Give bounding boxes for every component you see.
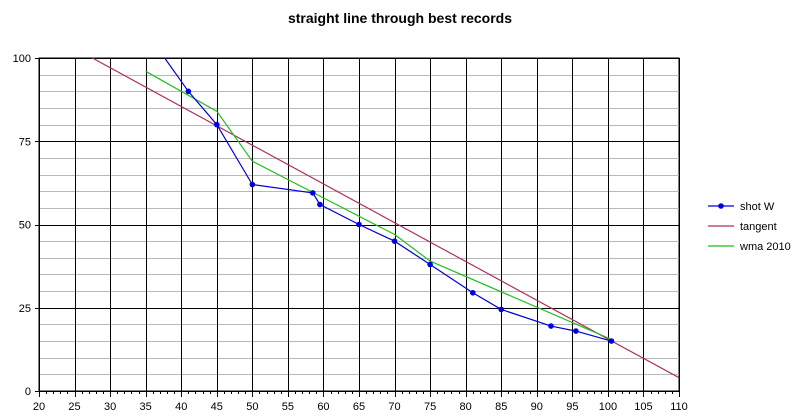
x-tick-label: 100 bbox=[599, 401, 617, 413]
x-tick-label: 25 bbox=[68, 401, 80, 413]
y-tick-label: 75 bbox=[19, 136, 31, 148]
data-point-shot-w bbox=[317, 201, 323, 208]
data-point-shot-w bbox=[213, 121, 220, 128]
x-tick-label: 50 bbox=[246, 401, 258, 413]
y-axis: 0 25 50 75 100 bbox=[13, 53, 39, 398]
series-line-shot-w bbox=[163, 58, 612, 342]
series-line-tangent bbox=[92, 58, 679, 379]
x-tick-label: 80 bbox=[460, 401, 472, 413]
x-tick-label: 65 bbox=[353, 401, 365, 413]
x-tick-label: 105 bbox=[634, 401, 652, 413]
x-tick-label: 95 bbox=[566, 401, 578, 413]
data-point-shot-w bbox=[608, 338, 615, 344]
data-point-shot-w bbox=[469, 289, 476, 296]
y-tick-label: 50 bbox=[19, 220, 31, 232]
y-tick-label: 100 bbox=[13, 53, 31, 65]
x-tick-label: 60 bbox=[317, 401, 329, 413]
data-point-shot-w bbox=[185, 88, 192, 95]
x-tick-label: 70 bbox=[388, 401, 400, 413]
x-tick-label: 35 bbox=[140, 401, 152, 413]
x-tick-label: 75 bbox=[424, 401, 436, 413]
legend: shot W tangent wma 2010 bbox=[708, 201, 791, 253]
x-tick-label: 110 bbox=[670, 401, 688, 413]
legend-label-shot-w: shot W bbox=[740, 201, 775, 213]
data-point-shot-w bbox=[573, 328, 579, 334]
data-point-shot-w bbox=[548, 323, 554, 329]
legend-label-tangent: tangent bbox=[740, 221, 777, 233]
series-layer bbox=[92, 39, 679, 379]
legend-marker-shot-w bbox=[718, 203, 724, 209]
series-line-wma-2010 bbox=[145, 70, 612, 340]
chart-title: straight line through best records bbox=[288, 10, 512, 26]
x-tick-label: 85 bbox=[495, 401, 507, 413]
data-point-shot-w bbox=[150, 39, 156, 45]
x-tick-label: 30 bbox=[104, 401, 116, 413]
y-tick-label: 25 bbox=[19, 303, 31, 315]
data-point-shot-w bbox=[391, 238, 398, 244]
data-point-shot-w bbox=[498, 306, 505, 313]
data-point-shot-w bbox=[309, 190, 316, 196]
data-point-shot-w bbox=[427, 261, 433, 268]
x-tick-label: 90 bbox=[531, 401, 543, 413]
x-tick-label: 40 bbox=[175, 401, 187, 413]
legend-label-wma-2010: wma 2010 bbox=[739, 241, 791, 253]
major-gridlines bbox=[39, 58, 680, 392]
y-tick-label: 0 bbox=[25, 386, 31, 398]
x-axis: 20 25 30 35 40 45 50 55 60 65 70 75 80 85 90 95 100 105 11… bbox=[33, 391, 688, 413]
x-tick-label: 55 bbox=[282, 401, 294, 413]
x-tick-label: 45 bbox=[211, 401, 223, 413]
x-tick-label: 20 bbox=[33, 401, 45, 413]
data-point-shot-w bbox=[249, 181, 256, 188]
data-point-shot-w bbox=[356, 221, 362, 228]
